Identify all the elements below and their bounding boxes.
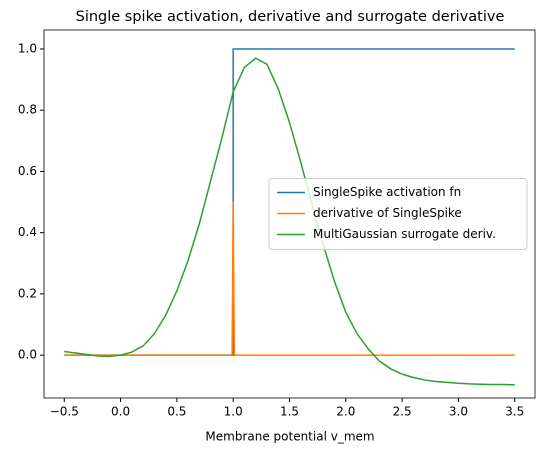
y-tick-label: 0.2 [18, 286, 37, 300]
x-tick-label: 1.0 [224, 405, 243, 419]
x-tick-label: 0.5 [167, 405, 186, 419]
x-tick-label: −0.5 [50, 405, 79, 419]
chart-title: Single spike activation, derivative and … [76, 9, 505, 25]
legend-label: derivative of SingleSpike [313, 206, 462, 220]
series-line [64, 202, 515, 356]
y-tick-label: 0.0 [18, 348, 37, 362]
x-axis-label: Membrane potential v_mem [205, 430, 374, 444]
legend-label: MultiGaussian surrogate deriv. [313, 227, 496, 241]
x-tick-label: 1.5 [280, 405, 299, 419]
y-tick-label: 0.4 [18, 225, 37, 239]
x-tick-label: 0.0 [111, 405, 130, 419]
x-tick-label: 2.0 [336, 405, 355, 419]
series-line [64, 57, 515, 386]
x-tick-label: 3.0 [449, 405, 468, 419]
x-tick-label: 2.5 [393, 405, 412, 419]
y-tick-label: 0.8 [18, 103, 37, 117]
legend-box [268, 178, 528, 250]
x-tick-label: 3.5 [505, 405, 524, 419]
y-tick-label: 0.6 [18, 164, 37, 178]
y-tick-label: 1.0 [18, 41, 37, 55]
plot-frame [43, 29, 536, 399]
legend-label: SingleSpike activation fn [313, 185, 461, 199]
